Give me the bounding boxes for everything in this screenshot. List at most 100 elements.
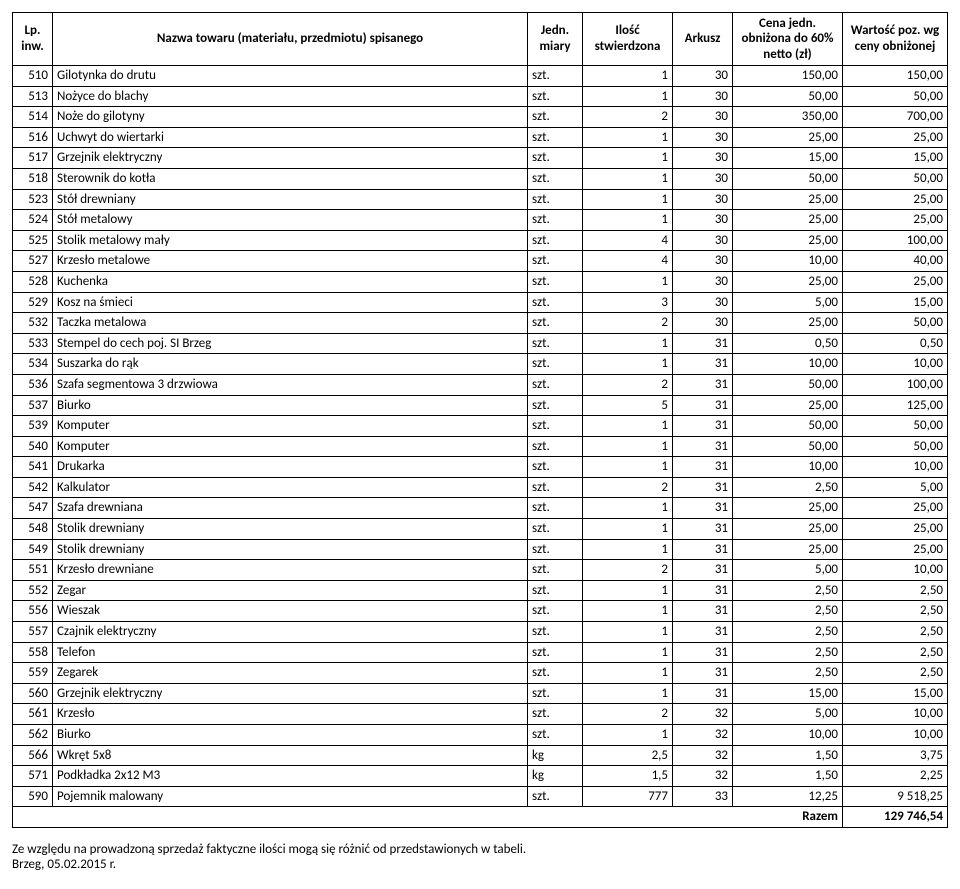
cell-name: Gilotynka do drutu	[53, 66, 528, 87]
cell-unit: szt.	[528, 519, 583, 540]
cell-value: 10,00	[843, 457, 948, 478]
cell-value: 25,00	[843, 271, 948, 292]
cell-unit: szt.	[528, 642, 583, 663]
table-row: 537Biurkoszt.53125,00125,00	[13, 395, 948, 416]
cell-unit: szt.	[528, 601, 583, 622]
cell-value: 50,00	[843, 86, 948, 107]
table-row: 539Komputerszt.13150,0050,00	[13, 416, 948, 437]
cell-name: Suszarka do rąk	[53, 354, 528, 375]
cell-value: 25,00	[843, 210, 948, 231]
header-qty: Ilość stwierdzona	[583, 13, 673, 66]
cell-sheet: 32	[673, 725, 733, 746]
cell-sheet: 31	[673, 560, 733, 581]
cell-value: 10,00	[843, 560, 948, 581]
cell-name: Wkręt 5x8	[53, 745, 528, 766]
cell-price: 25,00	[733, 519, 843, 540]
cell-lp: 562	[13, 725, 53, 746]
cell-sheet: 31	[673, 519, 733, 540]
cell-lp: 514	[13, 107, 53, 128]
table-row: 527Krzesło metaloweszt.43010,0040,00	[13, 251, 948, 272]
cell-name: Szafa segmentowa 3 drzwiowa	[53, 374, 528, 395]
cell-lp: 516	[13, 127, 53, 148]
cell-price: 25,00	[733, 189, 843, 210]
cell-name: Krzesło	[53, 704, 528, 725]
cell-unit: szt.	[528, 498, 583, 519]
cell-sheet: 30	[673, 127, 733, 148]
cell-qty: 1	[583, 416, 673, 437]
cell-lp: 542	[13, 477, 53, 498]
cell-qty: 1	[583, 663, 673, 684]
cell-sheet: 31	[673, 477, 733, 498]
cell-qty: 1	[583, 189, 673, 210]
cell-price: 50,00	[733, 436, 843, 457]
cell-price: 10,00	[733, 457, 843, 478]
cell-lp: 560	[13, 683, 53, 704]
cell-price: 10,00	[733, 354, 843, 375]
cell-name: Kalkulator	[53, 477, 528, 498]
cell-name: Czajnik elektryczny	[53, 622, 528, 643]
cell-sheet: 31	[673, 601, 733, 622]
cell-lp: 540	[13, 436, 53, 457]
cell-unit: szt.	[528, 539, 583, 560]
cell-price: 5,00	[733, 704, 843, 725]
cell-value: 25,00	[843, 539, 948, 560]
cell-qty: 4	[583, 230, 673, 251]
cell-qty: 2	[583, 374, 673, 395]
cell-sheet: 30	[673, 148, 733, 169]
inventory-table: Lp. inw. Nazwa towaru (materiału, przedm…	[12, 12, 948, 828]
cell-name: Stół metalowy	[53, 210, 528, 231]
cell-unit: szt.	[528, 374, 583, 395]
cell-lp: 571	[13, 766, 53, 787]
table-row: 516Uchwyt do wiertarkiszt.13025,0025,00	[13, 127, 948, 148]
cell-qty: 1	[583, 498, 673, 519]
cell-price: 10,00	[733, 251, 843, 272]
cell-lp: 529	[13, 292, 53, 313]
cell-unit: szt.	[528, 725, 583, 746]
cell-name: Nożyce do blachy	[53, 86, 528, 107]
cell-name: Pojemnik malowany	[53, 786, 528, 807]
cell-sheet: 31	[673, 622, 733, 643]
cell-name: Wieszak	[53, 601, 528, 622]
cell-value: 50,00	[843, 416, 948, 437]
cell-name: Stół drewniany	[53, 189, 528, 210]
cell-unit: szt.	[528, 786, 583, 807]
cell-unit: szt.	[528, 704, 583, 725]
cell-value: 10,00	[843, 704, 948, 725]
cell-price: 15,00	[733, 683, 843, 704]
cell-unit: szt.	[528, 292, 583, 313]
total-value: 129 746,54	[843, 807, 948, 828]
cell-name: Komputer	[53, 416, 528, 437]
cell-sheet: 30	[673, 292, 733, 313]
cell-unit: szt.	[528, 416, 583, 437]
cell-sheet: 30	[673, 189, 733, 210]
cell-value: 5,00	[843, 477, 948, 498]
cell-unit: szt.	[528, 230, 583, 251]
cell-name: Krzesło metalowe	[53, 251, 528, 272]
cell-lp: 549	[13, 539, 53, 560]
cell-qty: 2	[583, 107, 673, 128]
cell-unit: szt.	[528, 333, 583, 354]
cell-value: 50,00	[843, 313, 948, 334]
cell-value: 150,00	[843, 66, 948, 87]
cell-value: 25,00	[843, 127, 948, 148]
cell-lp: 510	[13, 66, 53, 87]
cell-lp: 556	[13, 601, 53, 622]
cell-sheet: 30	[673, 107, 733, 128]
cell-qty: 1	[583, 683, 673, 704]
cell-name: Podkładka 2x12 M3	[53, 766, 528, 787]
cell-name: Drukarka	[53, 457, 528, 478]
cell-lp: 525	[13, 230, 53, 251]
cell-price: 25,00	[733, 313, 843, 334]
cell-qty: 1	[583, 642, 673, 663]
cell-price: 150,00	[733, 66, 843, 87]
cell-price: 2,50	[733, 601, 843, 622]
table-row: 561Krzesłoszt.2325,0010,00	[13, 704, 948, 725]
cell-lp: 518	[13, 168, 53, 189]
cell-unit: szt.	[528, 436, 583, 457]
cell-qty: 2,5	[583, 745, 673, 766]
cell-lp: 513	[13, 86, 53, 107]
cell-price: 25,00	[733, 271, 843, 292]
cell-lp: 548	[13, 519, 53, 540]
cell-qty: 1	[583, 601, 673, 622]
cell-name: Biurko	[53, 395, 528, 416]
